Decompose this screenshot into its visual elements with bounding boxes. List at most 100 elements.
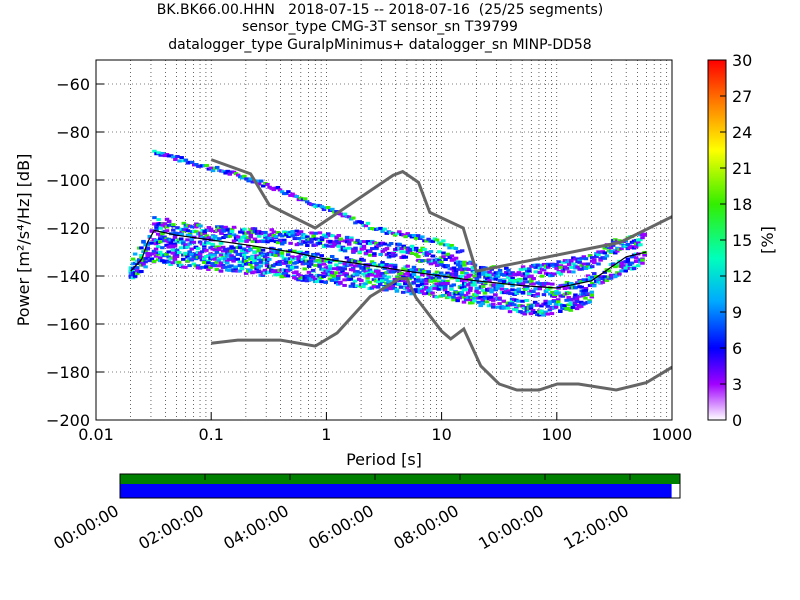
ppsd-cell xyxy=(304,200,310,204)
ppsd-cell xyxy=(260,248,266,252)
ppsd-cell xyxy=(350,268,356,272)
ppsd-cell xyxy=(229,230,235,234)
ppsd-cell xyxy=(210,255,215,259)
ppsd-cell xyxy=(156,151,161,155)
ppsd-cell xyxy=(288,241,293,245)
ppsd-cell xyxy=(352,279,358,283)
ppsd-cell xyxy=(305,235,310,239)
ppsd-cell xyxy=(216,257,222,261)
ppsd-cell xyxy=(290,192,295,196)
ppsd-cell xyxy=(201,260,207,264)
ppsd-cell xyxy=(520,304,525,308)
ppsd-cell xyxy=(468,273,473,277)
ppsd-cell xyxy=(583,296,588,300)
ppsd-cell xyxy=(399,271,404,275)
ppsd-cell xyxy=(608,276,614,280)
ppsd-cell xyxy=(216,264,222,268)
ppsd-cell xyxy=(568,301,574,305)
ppsd-cell xyxy=(254,179,260,183)
ppsd-cell xyxy=(183,251,188,255)
colorbar-tick-label: 6 xyxy=(732,339,742,358)
ppsd-cell xyxy=(340,245,346,249)
ppsd-cell xyxy=(241,247,247,251)
ppsd-cell xyxy=(158,250,163,254)
ppsd-cell xyxy=(279,254,285,258)
data-coverage-timeline: 00:00:00 02:00:00 04:00:00 06:00:00 08:00:00… xyxy=(50,473,681,553)
ppsd-cell xyxy=(330,234,335,238)
ppsd-cell xyxy=(571,270,576,274)
ppsd-cell xyxy=(357,241,362,245)
ppsd-cell xyxy=(600,280,605,284)
ppsd-cell xyxy=(149,257,155,261)
ppsd-cell xyxy=(441,273,446,277)
ppsd-cell xyxy=(509,300,515,304)
ppsd-cell xyxy=(267,257,272,261)
ppsd-cell xyxy=(239,249,245,253)
ppsd-cell xyxy=(608,250,614,254)
ppsd-cell xyxy=(524,280,530,284)
ppsd-cell xyxy=(336,233,342,237)
ppsd-cell xyxy=(197,253,203,257)
ppsd-cell xyxy=(294,195,300,199)
ppsd-cell xyxy=(363,224,369,228)
ppsd-cell xyxy=(300,252,306,256)
ppsd-cell xyxy=(332,243,337,247)
ppsd-cell xyxy=(502,273,507,277)
ppsd-cell xyxy=(141,262,146,266)
ppsd-cell xyxy=(434,295,439,299)
ppsd-cell xyxy=(170,261,176,265)
ppsd-cell xyxy=(430,291,435,295)
ppsd-cell xyxy=(246,238,251,242)
ppsd-cell xyxy=(458,264,463,268)
ppsd-cell xyxy=(621,264,626,268)
ppsd-cell xyxy=(465,297,471,301)
ppsd-cell xyxy=(581,262,587,266)
ppsd-cell xyxy=(511,303,517,307)
ppsd-cell xyxy=(545,282,551,286)
ppsd-cell xyxy=(197,240,203,244)
ppsd-cell xyxy=(543,310,548,314)
ppsd-cell xyxy=(587,254,593,258)
ppsd-cell xyxy=(633,245,639,249)
ppsd-cell xyxy=(273,269,278,273)
ppsd-cell xyxy=(577,259,582,263)
ppsd-cell xyxy=(361,244,367,248)
ppsd-cell xyxy=(304,274,310,278)
ppsd-cell xyxy=(369,260,375,264)
ppsd-cell xyxy=(333,271,339,275)
ppsd-cell xyxy=(304,250,310,254)
ppsd-cell xyxy=(541,268,547,272)
ppsd-cell xyxy=(223,225,228,229)
ppsd-cell xyxy=(602,256,608,260)
ppsd-cell xyxy=(143,265,148,269)
ppsd-cell xyxy=(174,252,180,256)
ppsd-cell xyxy=(286,234,291,238)
ppsd-cell xyxy=(466,283,471,287)
ppsd-cell xyxy=(287,268,293,272)
ppsd-cell xyxy=(292,236,298,240)
ppsd-cell xyxy=(201,257,207,261)
ppsd-cell xyxy=(250,239,256,243)
ppsd-cell xyxy=(216,247,222,251)
ppsd-cell xyxy=(432,279,438,283)
ppsd-cell xyxy=(139,256,144,260)
y-tick-label: −80 xyxy=(56,123,90,142)
ppsd-cell xyxy=(522,267,528,271)
ppsd-cell xyxy=(401,233,406,237)
ppsd-cell xyxy=(474,292,479,296)
ppsd-cell xyxy=(520,290,526,294)
ppsd-cell xyxy=(558,309,563,313)
ppsd-cell xyxy=(153,238,159,242)
ppsd-cell xyxy=(279,190,285,194)
timeline-tick-label: 06:00:00 xyxy=(305,501,377,553)
ppsd-cell xyxy=(615,262,620,266)
ppsd-cell xyxy=(195,247,201,251)
ppsd-cell xyxy=(204,234,210,238)
ppsd-cell xyxy=(636,241,641,245)
ppsd-cell xyxy=(541,262,547,266)
ppsd-cell xyxy=(384,247,390,251)
ppsd-cell xyxy=(309,240,314,244)
chart-title-line-1: BK.BK66.00.HHN 2018-07-15 -- 2018-07-16 … xyxy=(156,2,604,18)
ppsd-cell xyxy=(392,282,398,286)
ppsd-cell xyxy=(592,258,597,262)
